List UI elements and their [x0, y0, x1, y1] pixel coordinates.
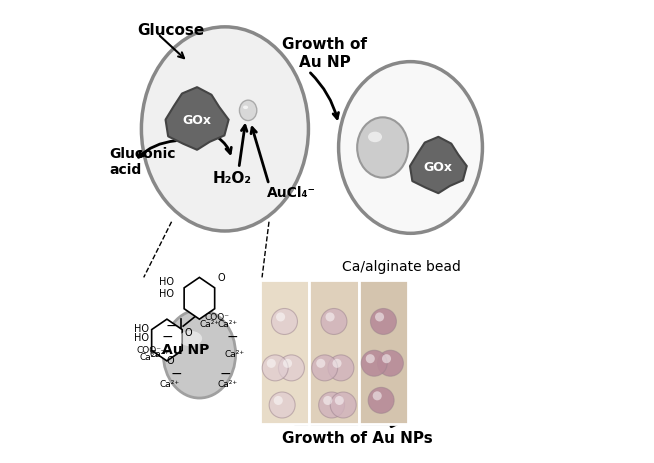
Text: GOx: GOx — [424, 160, 453, 173]
Ellipse shape — [357, 118, 408, 178]
Text: O: O — [167, 356, 175, 365]
Text: H₂O₂: H₂O₂ — [213, 171, 251, 186]
Ellipse shape — [141, 28, 309, 232]
Circle shape — [332, 359, 341, 368]
Circle shape — [368, 388, 394, 413]
Text: Ca²⁺: Ca²⁺ — [224, 350, 244, 358]
Text: −: − — [219, 366, 231, 380]
Circle shape — [267, 359, 276, 368]
Circle shape — [271, 309, 298, 335]
Circle shape — [335, 396, 344, 405]
Polygon shape — [152, 319, 182, 361]
Text: −: − — [161, 329, 173, 343]
Text: HO: HO — [159, 277, 174, 287]
Circle shape — [276, 313, 285, 322]
Polygon shape — [184, 278, 215, 319]
Text: Ca²⁺: Ca²⁺ — [217, 319, 237, 328]
Polygon shape — [165, 88, 229, 150]
Text: HO: HO — [159, 288, 174, 298]
Ellipse shape — [339, 63, 483, 234]
Text: Ca²⁺: Ca²⁺ — [150, 350, 170, 358]
Text: Au NP: Au NP — [162, 343, 209, 357]
FancyBboxPatch shape — [358, 280, 408, 424]
Circle shape — [373, 391, 382, 400]
Ellipse shape — [368, 132, 382, 143]
Circle shape — [326, 313, 335, 322]
Circle shape — [377, 350, 404, 376]
Circle shape — [269, 392, 295, 418]
Circle shape — [274, 396, 283, 405]
Text: Gluconic
acid: Gluconic acid — [109, 147, 175, 177]
Circle shape — [283, 359, 292, 368]
Circle shape — [321, 309, 347, 335]
Text: COO⁻: COO⁻ — [137, 345, 162, 354]
Text: Growth of
Au NP: Growth of Au NP — [282, 37, 367, 69]
Text: HO: HO — [135, 332, 150, 342]
Text: O: O — [185, 328, 192, 338]
Text: COO⁻: COO⁻ — [204, 313, 229, 321]
Circle shape — [317, 359, 325, 368]
Ellipse shape — [179, 331, 202, 346]
Circle shape — [262, 355, 288, 381]
Circle shape — [318, 392, 345, 418]
Circle shape — [328, 355, 354, 381]
Text: −: − — [165, 318, 177, 332]
Text: Growth of Au NPs: Growth of Au NPs — [282, 430, 432, 445]
FancyBboxPatch shape — [260, 280, 309, 424]
Circle shape — [330, 392, 356, 418]
Text: −: − — [226, 329, 237, 343]
Text: −: − — [171, 366, 182, 380]
Text: AuCl₄⁻: AuCl₄⁻ — [267, 185, 316, 199]
Text: Ca/alginate bead: Ca/alginate bead — [342, 259, 460, 273]
Circle shape — [382, 354, 391, 363]
Circle shape — [375, 313, 384, 322]
Text: O: O — [218, 272, 226, 282]
Circle shape — [361, 350, 387, 376]
Circle shape — [370, 309, 396, 335]
Ellipse shape — [239, 101, 257, 121]
Polygon shape — [410, 138, 467, 194]
Circle shape — [366, 354, 375, 363]
Circle shape — [323, 396, 332, 405]
Text: Ca²⁺: Ca²⁺ — [159, 380, 179, 388]
Ellipse shape — [164, 310, 235, 398]
Text: Ca²⁺: Ca²⁺ — [139, 352, 159, 361]
Text: GOx: GOx — [182, 114, 212, 127]
Circle shape — [312, 355, 337, 381]
Text: HO: HO — [135, 323, 150, 333]
Text: Ca²⁺: Ca²⁺ — [199, 319, 220, 328]
Text: Ca²⁺: Ca²⁺ — [217, 380, 237, 388]
Ellipse shape — [243, 106, 248, 110]
FancyBboxPatch shape — [309, 280, 358, 424]
Circle shape — [279, 355, 304, 381]
Text: Glucose: Glucose — [137, 23, 204, 38]
